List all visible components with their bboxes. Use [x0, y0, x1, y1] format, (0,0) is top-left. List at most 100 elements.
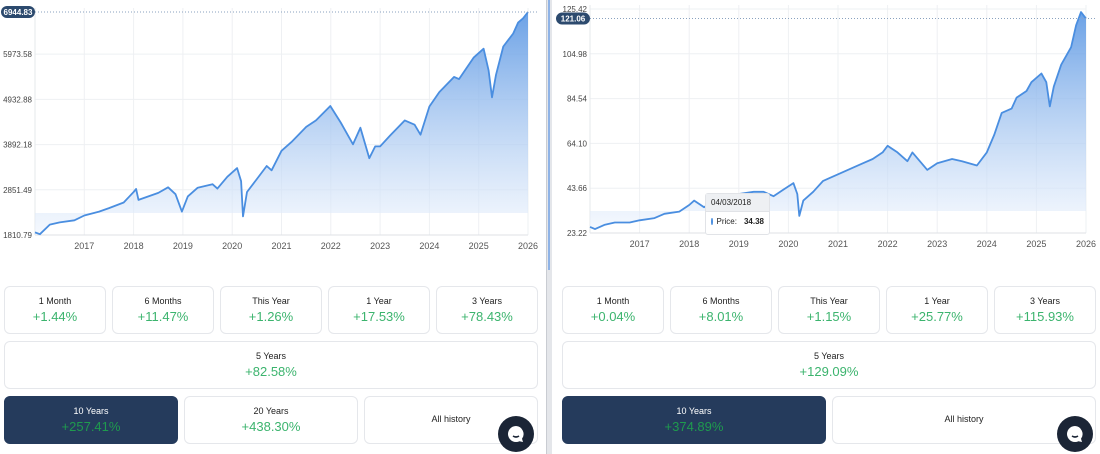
period-card-1-month[interactable]: 1 Month +1.44%: [4, 286, 106, 334]
period-return: +17.53%: [353, 309, 405, 324]
period-card-1-year[interactable]: 1 Year +25.77%: [886, 286, 988, 334]
chat-button[interactable]: [498, 416, 534, 452]
x-tick-label: 2023: [927, 239, 947, 249]
x-tick-label: 2017: [74, 241, 94, 251]
performance-cards: 1 Month +1.44% 6 Months +11.47% This Year +…: [4, 286, 538, 451]
period-label: 1 Year: [366, 296, 392, 306]
chat-button[interactable]: [1057, 416, 1093, 452]
period-card-3-years[interactable]: 3 Years +115.93%: [994, 286, 1096, 334]
x-tick-label: 2025: [1026, 239, 1046, 249]
period-label: This Year: [810, 296, 848, 306]
split-divider[interactable]: [546, 0, 552, 454]
y-tick-label: 104.98: [563, 50, 588, 59]
tooltip-label: Price:: [716, 217, 737, 226]
x-tick-label: 2019: [729, 239, 749, 249]
series-dot-icon: [711, 218, 713, 225]
y-tick-label: 125.42: [563, 5, 588, 14]
y-tick-label: 4932.88: [3, 95, 32, 104]
current-value-badge: [1, 6, 35, 18]
period-label: All history: [431, 413, 471, 424]
left-performance-panel: 1810.79 2851.49 3892.18 4932.88 5973.58 2017 2…: [0, 0, 548, 454]
period-label: 1 Month: [38, 296, 72, 306]
series-area-fill: [35, 12, 528, 235]
period-return: +8.01%: [698, 309, 744, 324]
period-label: 1 Month: [596, 296, 630, 306]
period-return: +25.77%: [911, 309, 963, 324]
x-tick-label: 2024: [419, 241, 439, 251]
chat-bubble-icon: [1067, 426, 1083, 442]
period-card-all-history[interactable]: All history: [832, 396, 1096, 444]
period-label: 10 Years: [676, 406, 712, 416]
x-tick-label: 2018: [124, 241, 144, 251]
y-tick-label: 3892.18: [3, 141, 32, 150]
x-tick-label: 2022: [878, 239, 898, 249]
period-card-1-month[interactable]: 1 Month +0.04%: [562, 286, 664, 334]
period-card-6-months[interactable]: 6 Months +11.47%: [112, 286, 214, 334]
cards-row-5-years: 5 Years +129.09%: [562, 341, 1096, 389]
period-label: 3 Years: [1029, 296, 1061, 306]
tooltip-date: 04/03/2018: [706, 194, 769, 212]
period-card-5-years[interactable]: 5 Years +82.58%: [4, 341, 538, 389]
period-return: +78.43%: [461, 309, 513, 324]
x-tick-label: 2018: [679, 239, 699, 249]
period-card-3-years[interactable]: 3 Years +78.43%: [436, 286, 538, 334]
price-chart-left[interactable]: 1810.79 2851.49 3892.18 4932.88 5973.58 2017 2…: [0, 0, 548, 270]
cards-row-long-term: 10 Years +374.89% All history: [562, 396, 1096, 444]
series-area-fill: [590, 12, 1086, 230]
period-return: +438.30%: [241, 419, 301, 434]
series-line-price: [34, 11, 529, 236]
y-tick-label: 84.54: [567, 95, 588, 104]
period-return: +374.89%: [664, 419, 724, 434]
x-tick-label: 2021: [271, 241, 291, 251]
period-card-10-years[interactable]: 10 Years +257.41%: [4, 396, 178, 444]
y-tick-label: 1810.79: [3, 231, 32, 240]
period-label: 6 Months: [702, 296, 740, 306]
x-tick-label: 2023: [370, 241, 390, 251]
period-return: +1.44%: [32, 309, 78, 324]
period-card-20-years[interactable]: 20 Years +438.30%: [184, 396, 358, 444]
x-tick-label: 2020: [222, 241, 242, 251]
period-return: +0.04%: [590, 309, 636, 324]
period-label: 5 Years: [813, 351, 845, 361]
x-tick-label: 2026: [1076, 239, 1096, 249]
x-tick-label: 2022: [321, 241, 341, 251]
x-tick-label: 2017: [630, 239, 650, 249]
period-card-this-year[interactable]: This Year +1.26%: [220, 286, 322, 334]
x-tick-label: 2025: [469, 241, 489, 251]
price-chart-right[interactable]: 23.22 43.66 64.10 84.54 104.98 125.42 2017 2018…: [552, 0, 1100, 270]
current-value-badge: [556, 12, 590, 25]
period-label: This Year: [252, 296, 290, 306]
period-return: +129.09%: [799, 364, 859, 379]
y-tick-label: 2851.49: [3, 186, 32, 195]
period-label: 6 Months: [144, 296, 182, 306]
period-label: 20 Years: [253, 406, 289, 416]
cards-row-long-term: 10 Years +257.41% 20 Years +438.30% All hi…: [4, 396, 538, 444]
period-card-1-year[interactable]: 1 Year +17.53%: [328, 286, 430, 334]
period-card-5-years[interactable]: 5 Years +129.09%: [562, 341, 1096, 389]
cards-row-5-years: 5 Years +82.58%: [4, 341, 538, 389]
period-label: 5 Years: [255, 351, 287, 361]
cards-row-short-term: 1 Month +1.44% 6 Months +11.47% This Year +…: [4, 286, 538, 334]
y-tick-label: 23.22: [567, 229, 588, 238]
period-label: 3 Years: [471, 296, 503, 306]
series-line-price: [589, 11, 1087, 230]
x-tick-label: 2020: [778, 239, 798, 249]
x-tick-label: 2019: [173, 241, 193, 251]
period-return: +1.15%: [806, 309, 852, 324]
period-label: All history: [944, 413, 984, 424]
x-tick-label: 2021: [828, 239, 848, 249]
period-card-10-years[interactable]: 10 Years +374.89%: [562, 396, 826, 444]
period-label: 1 Year: [924, 296, 950, 306]
period-label: 10 Years: [73, 406, 109, 416]
chat-bubble-icon: [508, 426, 524, 442]
period-card-6-months[interactable]: 6 Months +8.01%: [670, 286, 772, 334]
chart-tooltip: 04/03/2018 Price: 34.38: [705, 193, 770, 235]
x-tick-label: 2026: [518, 241, 538, 251]
right-performance-panel: 23.22 43.66 64.10 84.54 104.98 125.42 2017 2018…: [552, 0, 1100, 454]
y-tick-label: 5973.58: [3, 50, 32, 59]
y-tick-label: 64.10: [567, 139, 588, 148]
cards-row-short-term: 1 Month +0.04% 6 Months +8.01% This Year +1…: [562, 286, 1096, 334]
period-return: +257.41%: [61, 419, 121, 434]
current-value-label: 121.06: [561, 15, 586, 24]
period-card-this-year[interactable]: This Year +1.15%: [778, 286, 880, 334]
